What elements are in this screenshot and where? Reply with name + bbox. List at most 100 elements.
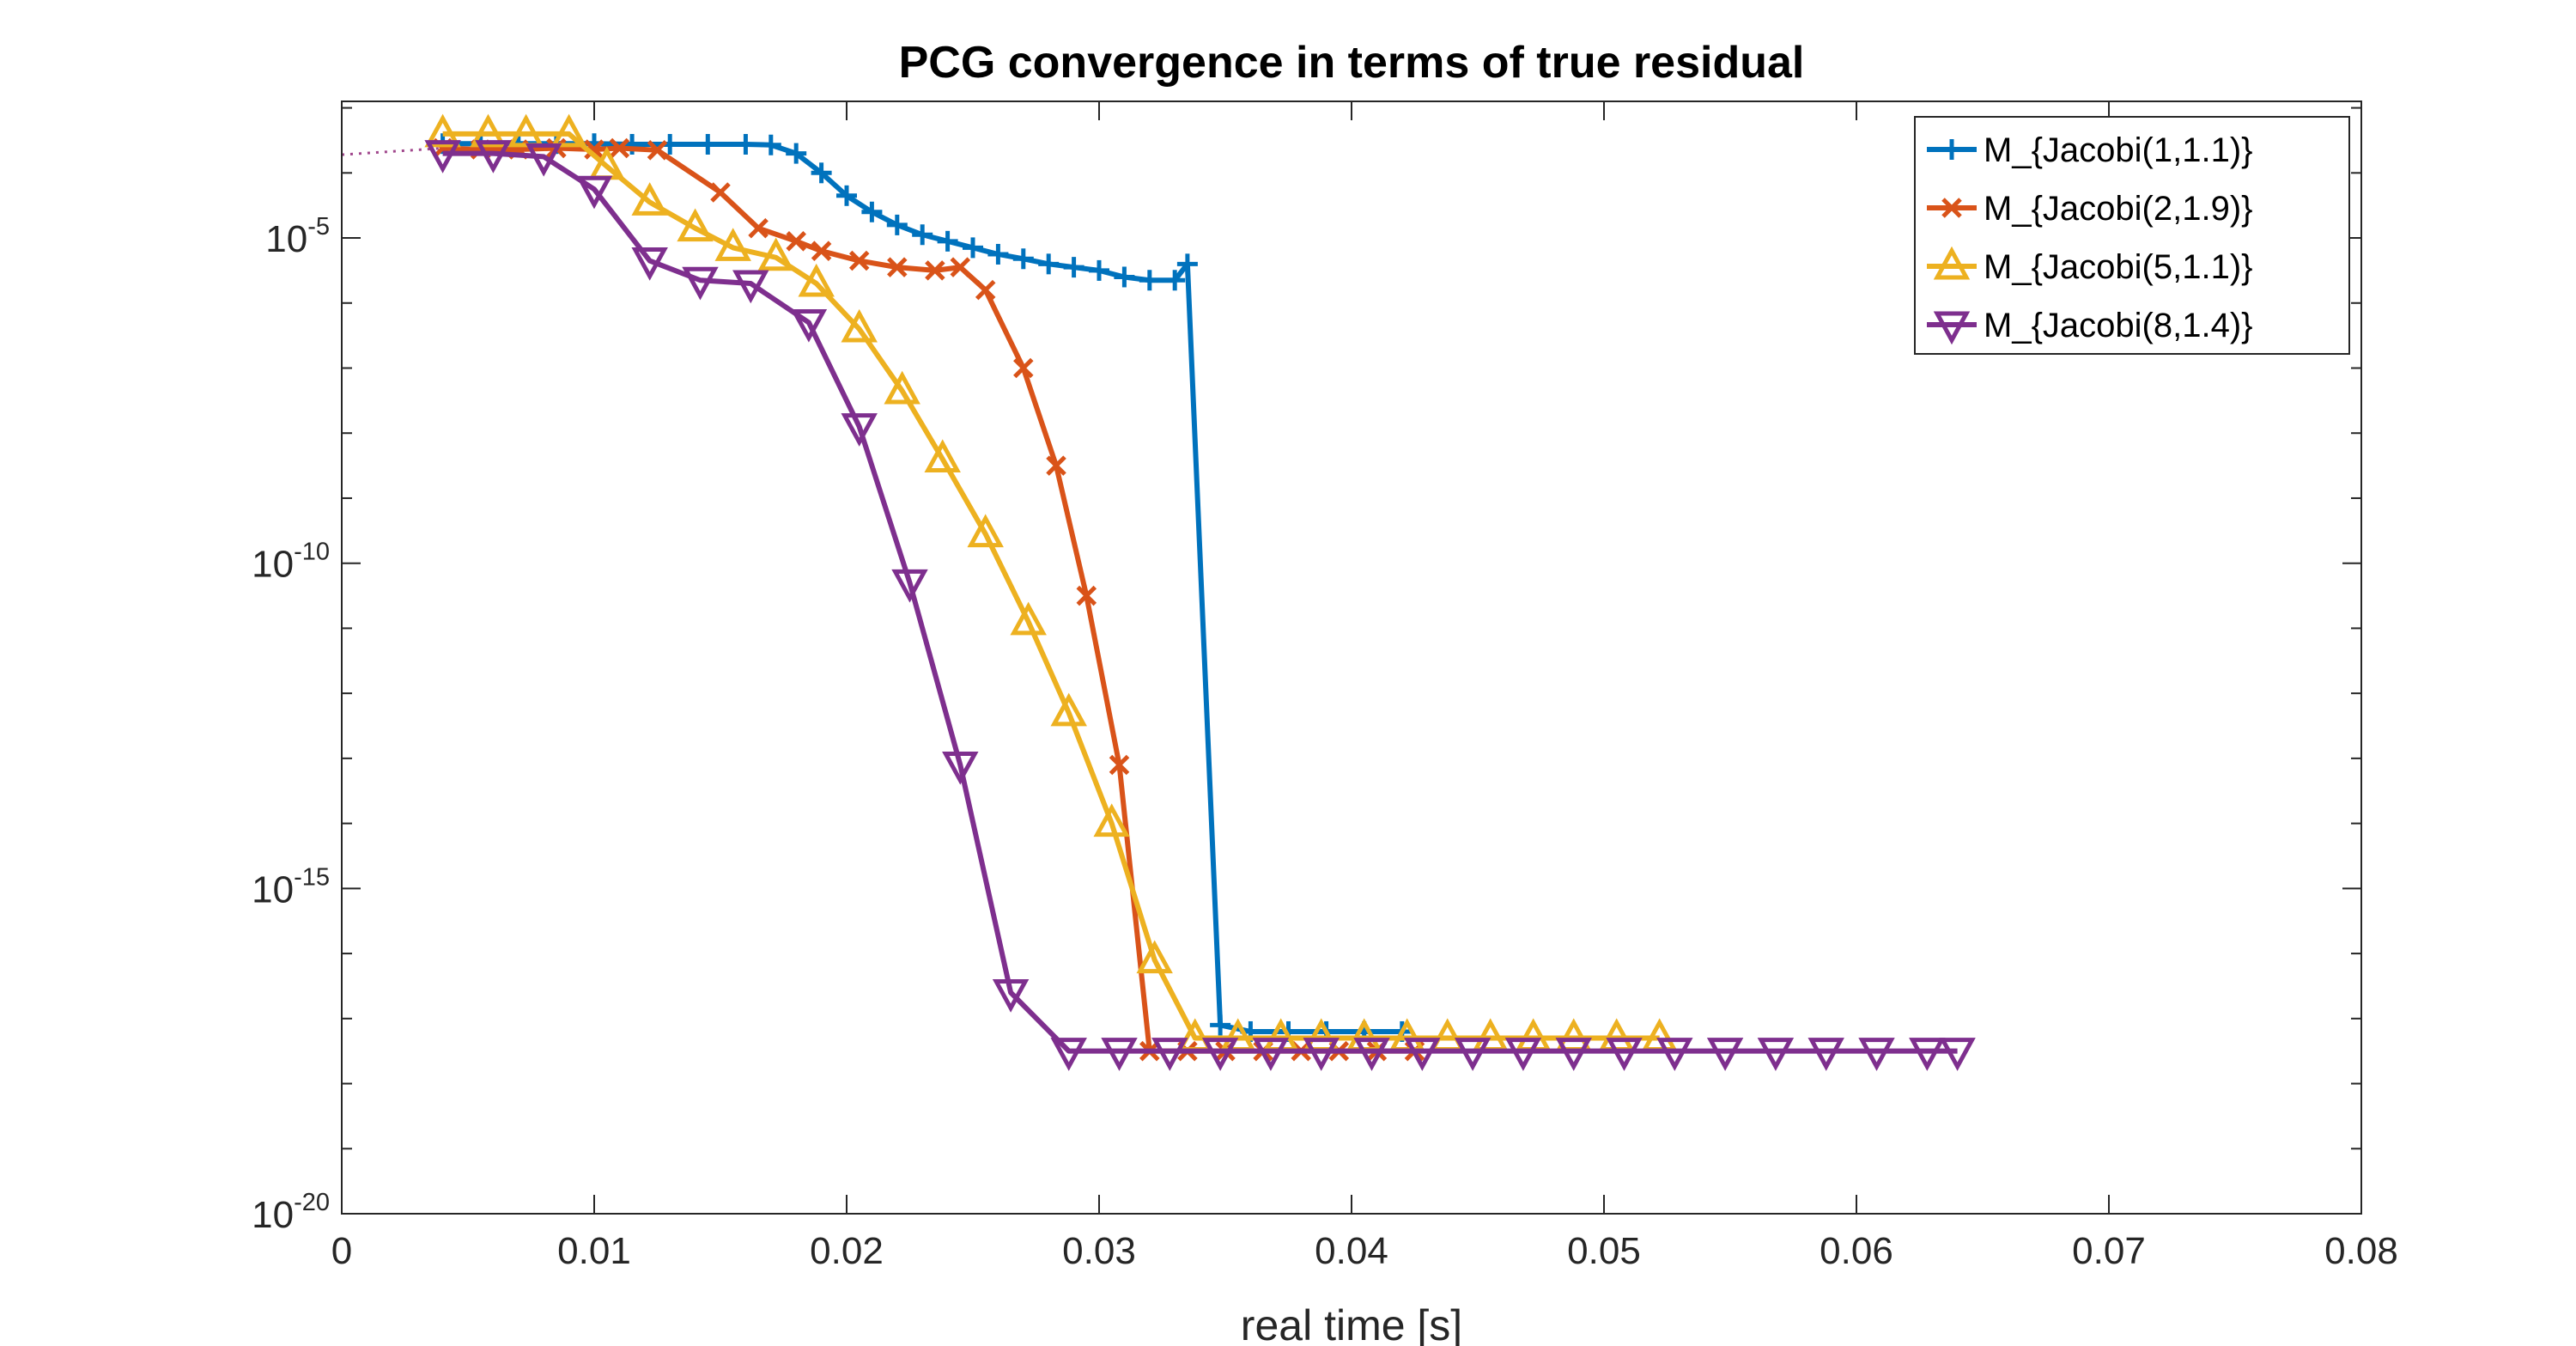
legend-marker	[1941, 139, 1962, 160]
data-point	[550, 113, 587, 148]
data-point	[1050, 692, 1087, 727]
data-point	[1010, 601, 1047, 636]
data-point	[886, 214, 908, 235]
data-point	[1404, 1038, 1441, 1071]
data-point	[732, 270, 769, 304]
data-point	[887, 257, 908, 277]
x-axis-label: real time [s]	[1241, 1301, 1462, 1346]
y-tick-base: 10	[265, 218, 307, 260]
legend-marker	[1933, 311, 1971, 345]
data-point	[786, 231, 806, 252]
data-point	[967, 514, 1004, 548]
x-tick-label: 0.06	[1820, 1230, 1893, 1272]
data-point	[811, 162, 832, 184]
data-point	[1164, 270, 1186, 291]
y-tick-exponent: -10	[294, 539, 330, 566]
data-point	[631, 182, 668, 216]
data-point	[841, 413, 878, 447]
legend-label: M_{Jacobi(5,1.1)}	[1984, 248, 2253, 286]
data-point	[575, 175, 613, 210]
y-tick-base: 10	[252, 544, 294, 586]
y-tick-label: 10-10	[252, 539, 330, 586]
y-tick-base: 10	[252, 868, 294, 911]
data-point	[1252, 1038, 1290, 1071]
data-point	[798, 263, 835, 297]
x-tick-label: 0.07	[2072, 1230, 2146, 1272]
data-point	[1046, 455, 1066, 476]
data-point	[992, 979, 1030, 1013]
legend-label: M_{Jacobi(1,1.1)}	[1984, 131, 2253, 169]
data-point	[1151, 1038, 1188, 1071]
data-point	[1076, 585, 1097, 606]
data-point	[1210, 1014, 1231, 1036]
data-point	[647, 140, 668, 161]
data-point	[848, 250, 870, 271]
x-tick-label: 0.03	[1062, 1230, 1136, 1272]
data-point	[1139, 270, 1160, 291]
data-point	[748, 217, 769, 239]
data-point	[987, 243, 1009, 265]
legend-item: M_{Jacobi(5,1.1)}	[1927, 246, 2253, 286]
data-point	[891, 569, 928, 603]
data-point	[1050, 1038, 1087, 1071]
legend-item: M_{Jacobi(1,1.1)}	[1927, 131, 2253, 169]
data-point	[884, 370, 920, 405]
data-point	[757, 237, 794, 271]
data-point	[1909, 1038, 1946, 1071]
x-tick-label: 0.02	[810, 1230, 884, 1272]
data-point	[584, 139, 605, 160]
data-point	[760, 134, 781, 155]
x-tick-label: 0	[331, 1230, 352, 1272]
data-point	[710, 182, 731, 203]
data-point	[937, 230, 958, 252]
legend-marker	[1933, 246, 1971, 280]
data-point	[924, 439, 961, 473]
data-point	[1353, 1038, 1390, 1071]
data-point	[1136, 940, 1173, 974]
data-point	[525, 143, 562, 177]
series-layer	[424, 113, 1976, 1071]
data-point	[1858, 1038, 1895, 1071]
data-point	[714, 228, 751, 261]
data-point	[1807, 1038, 1844, 1071]
data-point	[1656, 1038, 1693, 1071]
series-line	[442, 150, 1958, 1054]
x-tick-label: 0.01	[557, 1230, 631, 1272]
y-tick-base: 10	[252, 1194, 294, 1236]
legend-label: M_{Jacobi(8,1.4)}	[1984, 307, 2253, 344]
data-point	[470, 113, 507, 148]
y-tick-exponent: -20	[294, 1189, 330, 1216]
legend-item: M_{Jacobi(8,1.4)}	[1927, 307, 2253, 345]
data-point	[677, 208, 714, 242]
data-point	[424, 113, 461, 148]
x-tick-labels: 0 0.01 0.02 0.03 0.04 0.05 0.06 0.07 0.08	[331, 1230, 2398, 1272]
data-point	[925, 260, 945, 281]
data-point	[682, 266, 719, 301]
y-tick-label: 10-20	[252, 1189, 330, 1236]
data-point	[790, 308, 828, 343]
data-point	[1454, 1038, 1492, 1071]
data-point	[1038, 253, 1060, 275]
data-point	[1089, 259, 1109, 281]
data-point	[1114, 266, 1135, 288]
data-point	[811, 241, 832, 261]
legend-label: M_{Jacobi(2,1.9)}	[1984, 190, 2253, 228]
series-4	[424, 140, 1976, 1071]
legend-items: M_{Jacobi(1,1.1)} M_{Jacobi(2,1.9)} M_{Jac…	[1927, 131, 2253, 345]
data-point	[1606, 1038, 1643, 1071]
data-point	[1757, 1038, 1795, 1071]
y-tick-exponent: -15	[294, 863, 330, 891]
data-point	[1063, 257, 1084, 278]
data-point	[1201, 1038, 1239, 1071]
data-point	[1176, 253, 1198, 275]
data-point	[475, 140, 512, 174]
data-point	[697, 133, 719, 155]
data-point	[424, 140, 461, 174]
x-tick-label: 0.08	[2324, 1230, 2398, 1272]
data-point	[1303, 1038, 1340, 1071]
x-tick-label: 0.04	[1315, 1230, 1388, 1272]
data-point	[912, 224, 933, 246]
y-tick-label: 10-5	[265, 213, 330, 260]
legend: M_{Jacobi(1,1.1)} M_{Jacobi(2,1.9)} M_{Jac…	[1914, 116, 2350, 355]
data-point	[1555, 1038, 1592, 1071]
